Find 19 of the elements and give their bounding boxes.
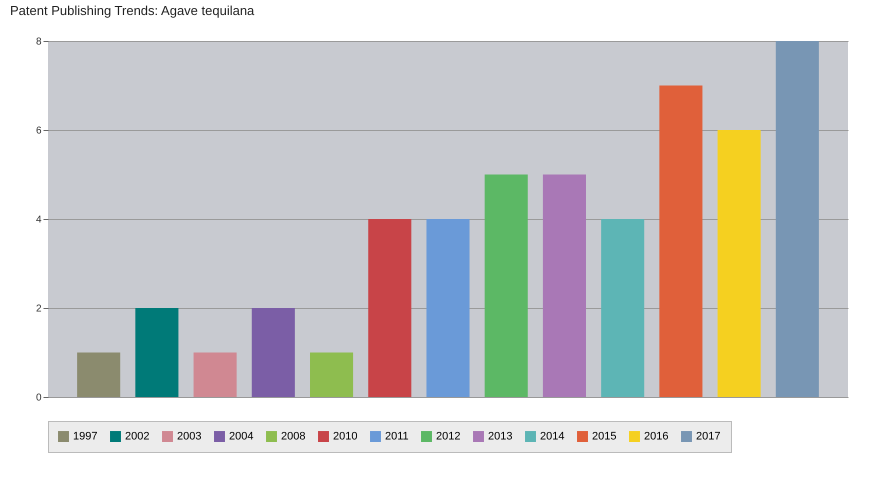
legend-label: 2015 bbox=[592, 430, 616, 443]
y-tick-label: 6 bbox=[36, 126, 42, 136]
legend-label: 2003 bbox=[177, 430, 202, 443]
legend-label: 2013 bbox=[488, 430, 512, 443]
chart-title: Patent Publishing Trends: Agave tequilana bbox=[10, 3, 256, 18]
legend-label: 2004 bbox=[229, 430, 254, 443]
legend-label: 2016 bbox=[644, 430, 668, 443]
legend-label: 2008 bbox=[281, 430, 306, 443]
legend-label: 2012 bbox=[436, 430, 460, 443]
y-tick-label: 0 bbox=[36, 392, 42, 404]
legend-label: 1997 bbox=[73, 430, 98, 443]
y-tick-label: 8 bbox=[36, 36, 42, 48]
legend-label: 2011 bbox=[385, 430, 409, 443]
legend-label: 2002 bbox=[125, 430, 150, 443]
legend-label: 2014 bbox=[540, 430, 564, 443]
y-tick-label: 2 bbox=[36, 304, 42, 314]
legend-label: 2017 bbox=[696, 430, 720, 443]
legend-label: 2010 bbox=[333, 430, 358, 443]
y-tick-label: 4 bbox=[36, 214, 42, 226]
